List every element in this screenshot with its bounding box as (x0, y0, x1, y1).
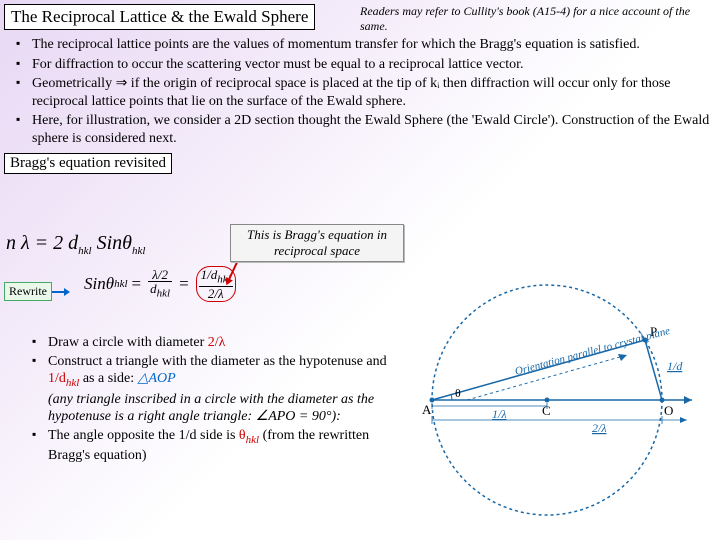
ewald-diagram: A C O P θ 1/λ 2/λ 1/d Orientation parall… (392, 270, 712, 530)
reciprocal-callout: This is Bragg's equation in reciprocal s… (230, 224, 404, 262)
point-c (545, 398, 550, 403)
eq2-f2d: 2/λ (206, 287, 226, 300)
eq2-frac1: λ/2 dhkl (148, 268, 172, 300)
construction-bullets: Draw a circle with diameter 2/λ Construc… (32, 334, 394, 466)
rewrite-label: Rewrite (4, 282, 52, 301)
label-theta: θ (455, 386, 461, 400)
arrowhead-right-icon (684, 396, 692, 404)
eq1-lhs: n λ = 2 d (6, 232, 78, 254)
eq2-lhs: Sinθ (84, 274, 114, 294)
bullet-4: Here, for illustration, we consider a 2D… (16, 112, 716, 147)
label-2lambda: 2/λ (592, 421, 607, 435)
eq1-mid: Sinθ (92, 232, 132, 254)
rewritten-equation: Sinθhkl = λ/2 dhkl = 1/dhkl 2/λ (84, 266, 239, 302)
label-1d: 1/d (667, 359, 683, 373)
label-o: O (664, 403, 673, 418)
lower-bullet-3: The angle opposite the 1/d side is θhkl … (32, 427, 394, 465)
reference-note: Readers may refer to Cullity's book (A15… (360, 4, 710, 34)
label-c: C (542, 403, 551, 418)
top-bullets: The reciprocal lattice points are the va… (16, 36, 716, 147)
eq2-equals2: = (179, 274, 189, 294)
eq2-f1n: λ/2 (150, 268, 170, 281)
rewrite-arrow-icon (52, 287, 70, 297)
eq1-sub: hkl (78, 245, 91, 257)
bullet-2: For diffraction to occur the scattering … (16, 56, 716, 74)
page-title: The Reciprocal Lattice & the Ewald Spher… (4, 4, 315, 30)
eq1-sub2: hkl (132, 245, 145, 257)
lower-bullet-2: Construct a triangle with the diameter a… (32, 353, 394, 426)
lower-bullet-1: Draw a circle with diameter 2/λ (32, 334, 394, 352)
eq2-f1d: dhkl (148, 282, 172, 300)
eq2-equals1: = (132, 274, 142, 294)
label-a: A (422, 402, 432, 417)
bullet-1: The reciprocal lattice points are the va… (16, 36, 716, 54)
bragg-equation: n λ = 2 dhkl Sinθhkl (6, 232, 145, 257)
bragg-subtitle: Bragg's equation revisited (4, 153, 172, 174)
bullet-3: Geometrically ⇒ if the origin of recipro… (16, 75, 716, 110)
eq2-sub: hkl (114, 278, 127, 290)
label-1lambda: 1/λ (492, 407, 507, 421)
line-po (645, 340, 662, 400)
